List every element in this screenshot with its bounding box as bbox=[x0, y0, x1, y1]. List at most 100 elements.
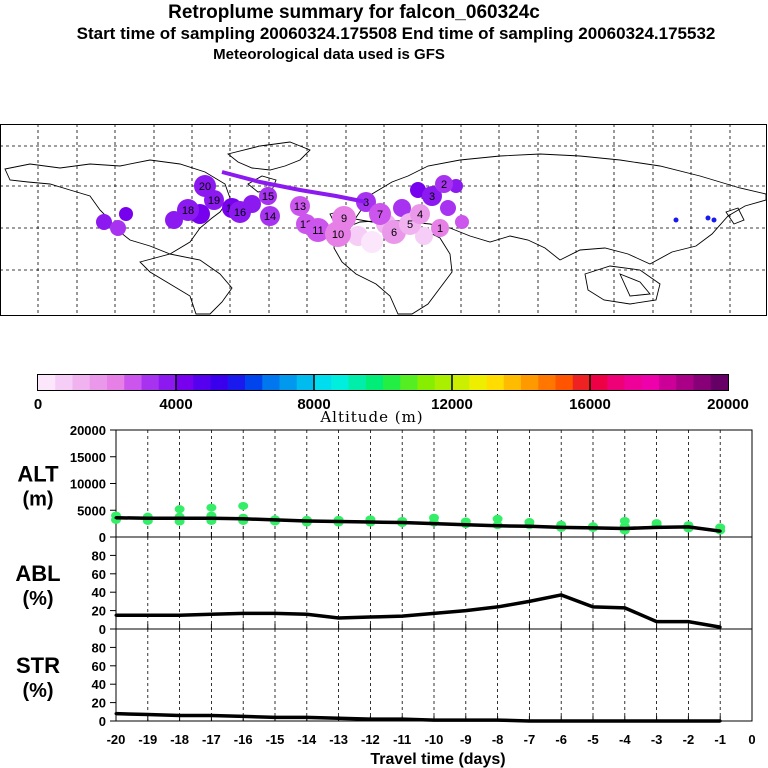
colorbar-swatch bbox=[486, 375, 505, 390]
colorbar-swatch bbox=[193, 375, 211, 390]
mean-point bbox=[241, 611, 245, 615]
colorbar-tick: 12000 bbox=[431, 396, 473, 413]
plume-cluster bbox=[410, 182, 426, 198]
mean-point bbox=[337, 519, 341, 523]
x-tick-label: -20 bbox=[107, 732, 126, 747]
colorbar-swatch bbox=[72, 375, 91, 390]
mean-point bbox=[209, 612, 213, 616]
x-tick-label: -9 bbox=[460, 732, 472, 747]
plume-day-label: 16 bbox=[234, 207, 246, 219]
mean-point bbox=[305, 715, 309, 719]
x-tick-label: 0 bbox=[748, 732, 755, 747]
plume-day-marker bbox=[410, 204, 430, 224]
colorbar-swatch bbox=[55, 375, 73, 390]
colorbar-swatch bbox=[659, 375, 677, 390]
altitude-color-scale: 0 4000 8000 12000 16000 20000 Altitude (m) bbox=[34, 374, 749, 426]
mean-point bbox=[241, 714, 245, 718]
chart-title: Retroplume summary for falcon_060324c bbox=[168, 2, 540, 23]
mean-point bbox=[114, 712, 118, 716]
mean-point bbox=[623, 719, 627, 723]
panel-unit: (%) bbox=[22, 588, 53, 610]
mean-point bbox=[368, 615, 372, 619]
colorbar-swatch bbox=[538, 375, 556, 390]
mean-point bbox=[464, 718, 468, 722]
colorbar-swatch bbox=[365, 375, 384, 390]
mean-point bbox=[655, 620, 659, 624]
plume-day-label: 11 bbox=[312, 225, 323, 237]
retroplume-trajectory: 2019181716151413121110987654321 bbox=[96, 170, 717, 253]
y-tick-label: 0 bbox=[99, 530, 106, 545]
y-tick-label: 15000 bbox=[70, 450, 106, 465]
panel-str: 0 20 40 60 80 STR(%) bbox=[16, 628, 753, 729]
plume-outlier bbox=[711, 217, 717, 223]
plume-day-label: 20 bbox=[199, 181, 211, 193]
x-tick-label: -14 bbox=[297, 732, 317, 747]
plume-day-marker bbox=[435, 175, 453, 193]
plume-day-marker bbox=[229, 201, 251, 223]
mean-point bbox=[623, 606, 627, 610]
mean-point bbox=[178, 713, 182, 717]
mean-point bbox=[686, 525, 690, 529]
x-tick-label: -8 bbox=[492, 732, 504, 747]
colorbar-swatch bbox=[555, 375, 574, 390]
colorbar-swatch bbox=[296, 375, 315, 390]
mean-point bbox=[686, 620, 690, 624]
plume-day-marker bbox=[306, 218, 330, 242]
plume-day-label: 14 bbox=[264, 211, 276, 223]
plume-day-label: 5 bbox=[407, 219, 413, 231]
colorbar-swatch bbox=[124, 375, 142, 390]
plume-day-label: 1 bbox=[437, 223, 443, 235]
plume-day-marker bbox=[259, 187, 277, 205]
colorbar-swatch bbox=[331, 375, 349, 390]
mean-point bbox=[400, 614, 404, 618]
sampling-times: Start time of sampling 20060324.175508 E… bbox=[76, 24, 716, 43]
plume-day-label: 2 bbox=[441, 179, 447, 191]
colorbar-swatch bbox=[676, 375, 694, 390]
y-tick-label: 60 bbox=[92, 659, 106, 674]
x-tick-label: -18 bbox=[170, 732, 189, 747]
x-tick-label: -4 bbox=[619, 732, 631, 747]
y-tick-label: 0 bbox=[99, 622, 106, 637]
altitude-point bbox=[238, 501, 249, 510]
plume-day-marker bbox=[332, 206, 356, 230]
panel-unit: (%) bbox=[22, 680, 53, 702]
x-tick-label: -6 bbox=[555, 732, 567, 747]
mean-point bbox=[559, 719, 563, 723]
y-tick-label: 80 bbox=[92, 640, 106, 655]
plume-day-label: 7 bbox=[377, 209, 383, 221]
colorbar-swatch bbox=[279, 375, 298, 390]
colorbar-swatch bbox=[107, 375, 125, 390]
colorbar-swatch bbox=[572, 375, 591, 390]
mean-point bbox=[464, 523, 468, 527]
y-tick-label: 60 bbox=[92, 567, 106, 582]
mean-point bbox=[432, 611, 436, 615]
colorbar-tick: 4000 bbox=[159, 396, 192, 413]
colorbar-swatch bbox=[227, 375, 246, 390]
plume-day-marker bbox=[422, 186, 442, 206]
plume-day-marker bbox=[204, 190, 224, 210]
panel-alt: 0 5000 10000 15000 20000 ALT(m) bbox=[17, 426, 753, 545]
panel-title: ALT bbox=[17, 462, 59, 487]
panel-title: STR bbox=[16, 653, 60, 678]
y-tick-label: 0 bbox=[99, 714, 106, 729]
plume-outlier bbox=[673, 217, 679, 223]
altitude-point bbox=[206, 503, 217, 512]
mean-line-alt bbox=[115, 515, 721, 533]
plume-day-label: 18 bbox=[182, 205, 194, 217]
mean-point bbox=[432, 522, 436, 526]
y-tick-label: 40 bbox=[92, 677, 106, 692]
colorbar-swatch bbox=[245, 375, 263, 390]
mean-point bbox=[591, 526, 595, 530]
y-tick-label: 80 bbox=[92, 548, 106, 563]
colorbar-swatch bbox=[503, 375, 522, 390]
plume-cluster bbox=[440, 200, 456, 216]
colorbar-swatch bbox=[262, 375, 280, 390]
x-tick-label: -10 bbox=[425, 732, 444, 747]
mean-point bbox=[527, 599, 531, 603]
plume-day-label: 15 bbox=[262, 191, 274, 203]
plume-day-marker bbox=[431, 219, 449, 237]
mean-point bbox=[527, 719, 531, 723]
mean-point bbox=[209, 516, 213, 520]
mean-point bbox=[305, 612, 309, 616]
colorbar-swatch bbox=[176, 375, 194, 390]
